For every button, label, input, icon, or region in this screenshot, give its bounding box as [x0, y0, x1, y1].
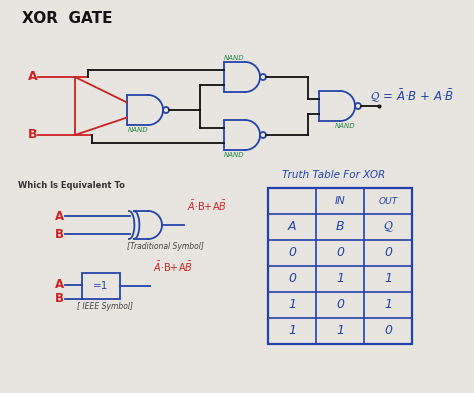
- Text: B: B: [336, 220, 344, 233]
- Text: NAND: NAND: [335, 123, 356, 129]
- Text: NAND: NAND: [224, 55, 245, 61]
- Text: B: B: [55, 292, 64, 305]
- Text: $\mathcal{Q}$: $\mathcal{Q}$: [383, 220, 393, 234]
- Text: 1: 1: [384, 272, 392, 285]
- Text: $\bar{A}$·B+A$\bar{B}$: $\bar{A}$·B+A$\bar{B}$: [153, 260, 193, 274]
- Text: 1: 1: [288, 299, 296, 312]
- Text: [Traditional Symbol]: [Traditional Symbol]: [127, 242, 204, 251]
- Bar: [82, 273, 120, 299]
- Text: $\bar{A}$·B+A$\bar{B}$: $\bar{A}$·B+A$\bar{B}$: [187, 199, 227, 213]
- Text: $\mathcal{Q}$ = $\bar{A}$·B + A·$\bar{B}$: $\mathcal{Q}$ = $\bar{A}$·B + A·$\bar{B}…: [370, 88, 454, 105]
- Text: 0: 0: [384, 246, 392, 259]
- Text: OUT: OUT: [378, 196, 398, 206]
- Text: B: B: [55, 228, 64, 241]
- Text: NAND: NAND: [128, 127, 149, 133]
- Text: 1: 1: [336, 325, 344, 338]
- Text: 1: 1: [288, 325, 296, 338]
- Text: Which Is Equivalent To: Which Is Equivalent To: [18, 181, 125, 190]
- Text: =1: =1: [93, 281, 109, 291]
- Text: IN: IN: [335, 196, 346, 206]
- Text: 0: 0: [336, 246, 344, 259]
- Text: 1: 1: [336, 272, 344, 285]
- Text: [ IEEE Symbol]: [ IEEE Symbol]: [77, 302, 133, 311]
- Text: 0: 0: [288, 272, 296, 285]
- Text: Truth Table For XOR: Truth Table For XOR: [282, 170, 385, 180]
- Text: XOR  GATE: XOR GATE: [22, 11, 112, 26]
- Bar: [268, 188, 412, 344]
- Text: 0: 0: [336, 299, 344, 312]
- Text: 0: 0: [288, 246, 296, 259]
- Text: A: A: [288, 220, 296, 233]
- Text: 0: 0: [384, 325, 392, 338]
- Text: A: A: [55, 279, 64, 292]
- Text: A: A: [55, 209, 64, 222]
- Text: A: A: [28, 70, 37, 83]
- Text: B: B: [28, 129, 37, 141]
- Text: NAND: NAND: [224, 152, 245, 158]
- Text: 1: 1: [384, 299, 392, 312]
